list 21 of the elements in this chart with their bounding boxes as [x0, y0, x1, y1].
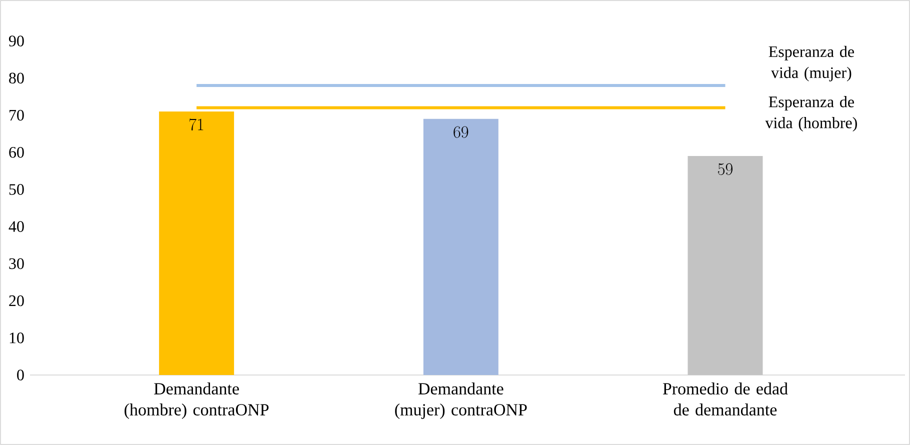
ref-line-label: Esperanza de vida (hombre): [765, 96, 857, 132]
y-tick-label: 10: [10, 332, 24, 344]
y-tick-label: 50: [9, 184, 24, 195]
ref-line-label: Esperanza de vida (mujer): [768, 46, 854, 82]
x-tick-label: Demandante (hombre) contraONP: [124, 382, 269, 419]
y-tick-label: 40: [8, 221, 24, 232]
x-tick-label: Promedio de edad de demandante: [662, 382, 788, 416]
data-label: 59: [718, 163, 732, 175]
y-tick-label: 20: [9, 295, 24, 306]
bar: [688, 156, 763, 375]
data-label: 69: [454, 126, 468, 138]
data-label: 71: [189, 118, 204, 130]
y-tick-label: 0: [17, 370, 24, 380]
x-tick-label: Demandante (mujer) contraONP: [395, 382, 527, 419]
bar: [423, 118, 498, 375]
y-tick-label: 80: [9, 72, 24, 84]
y-tick-label: 70: [10, 110, 24, 121]
y-tick-label: 90: [8, 36, 24, 46]
y-tick-label: 30: [9, 258, 24, 270]
y-tick-label: 60: [9, 146, 24, 158]
bar: [159, 112, 234, 375]
